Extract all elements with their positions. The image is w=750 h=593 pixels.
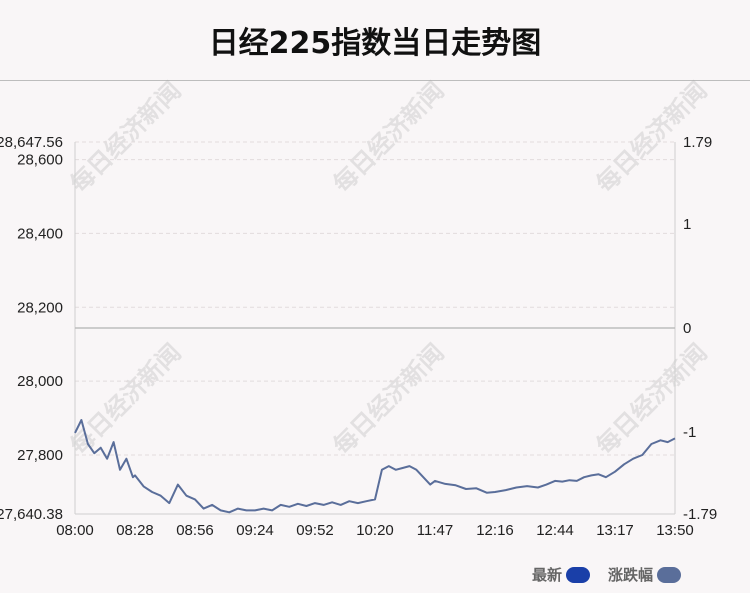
- y-tick-left: 28,000: [17, 373, 63, 390]
- x-tick: 12:16: [476, 522, 514, 539]
- legend: 最新: [532, 564, 591, 585]
- y-tick-left: 28,647.56: [0, 134, 63, 151]
- legend-label-latest: 最新: [532, 566, 563, 584]
- x-tick: 13:17: [596, 522, 634, 539]
- y-tick-right: -1.79: [683, 506, 717, 523]
- x-tick: 10:20: [356, 522, 394, 539]
- series-line-latest: [74, 419, 676, 514]
- legend: 涨跌幅: [608, 564, 682, 585]
- x-tick: 12:44: [536, 522, 574, 539]
- x-tick: 11:47: [417, 522, 453, 539]
- y-tick-left: 28,400: [17, 225, 63, 242]
- chart-title: 日经225指数当日走势图: [208, 26, 542, 61]
- x-tick: 09:52: [296, 522, 334, 539]
- y-tick-left: 27,640.38: [0, 506, 63, 523]
- x-tick: 13:50: [656, 522, 694, 539]
- y-tick-left: 27,800: [17, 447, 63, 464]
- y-tick-right: 1.79: [683, 134, 712, 151]
- y-tick-left: 28,600: [17, 152, 63, 169]
- legend-swatch-change[interactable]: [657, 566, 682, 583]
- legend-label-change: 涨跌幅: [608, 566, 654, 584]
- x-tick: 08:28: [116, 522, 154, 539]
- x-tick: 08:00: [56, 522, 94, 539]
- legend-swatch-latest[interactable]: [566, 566, 591, 583]
- x-tick: 09:24: [236, 522, 274, 539]
- y-tick-right: 1: [683, 216, 691, 233]
- y-tick-right: 0: [683, 320, 691, 337]
- y-tick-right: -1: [683, 424, 696, 441]
- y-tick-left: 28,200: [17, 299, 63, 316]
- title-divider: [0, 80, 750, 81]
- x-tick: 08:56: [176, 522, 214, 539]
